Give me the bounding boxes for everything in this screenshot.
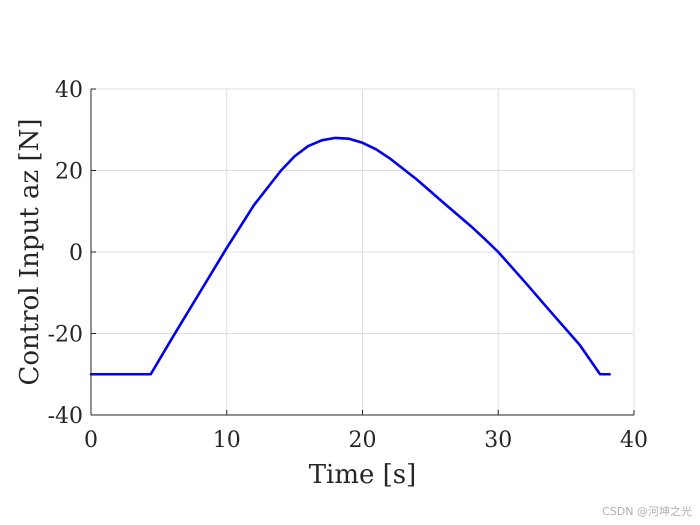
y-tick-label: -40 xyxy=(48,404,83,429)
grid xyxy=(91,88,635,415)
y-tick-label: 0 xyxy=(69,241,83,266)
y-tick-label: -20 xyxy=(48,323,83,348)
watermark: CSDN @河坤之光 xyxy=(602,505,692,518)
y-tick-label: 40 xyxy=(55,78,83,103)
x-tick-label: 10 xyxy=(213,428,241,453)
y-axis-label: Control Input az [N] xyxy=(15,118,45,385)
plot-series xyxy=(89,136,611,376)
y-tick-label: 20 xyxy=(55,160,83,185)
x-tick-label: 40 xyxy=(620,428,648,453)
x-tick-label: 20 xyxy=(349,428,377,453)
x-tick-label: 30 xyxy=(484,428,512,453)
series-line xyxy=(89,136,611,376)
x-axis-label: Time [s] xyxy=(309,460,417,490)
axes xyxy=(90,88,635,416)
x-tick-label: 0 xyxy=(84,428,98,453)
tick-labels: 0 10 20 30 40 -40 -20 0 20 40 xyxy=(48,78,648,453)
